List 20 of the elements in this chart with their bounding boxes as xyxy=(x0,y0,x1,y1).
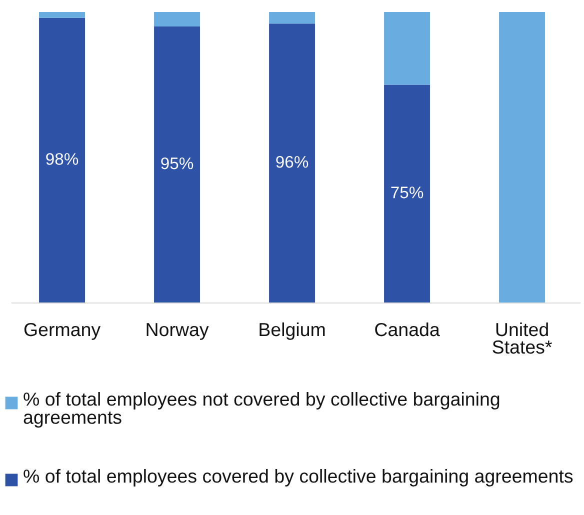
bar xyxy=(154,12,200,27)
bar xyxy=(39,12,86,18)
x-tick-label: Germany xyxy=(24,322,101,340)
x-tick-label: Canada xyxy=(375,322,440,336)
data-label: 95% xyxy=(161,157,194,170)
data-label: 96% xyxy=(276,156,308,168)
bar xyxy=(499,12,546,303)
bar xyxy=(269,24,316,303)
bar xyxy=(269,12,316,24)
x-tick-label: United States* xyxy=(492,322,552,354)
x-tick-label: Norway xyxy=(146,323,209,340)
data-label: 98% xyxy=(46,153,78,165)
data-label: 75% xyxy=(391,186,424,198)
x-tick-label: Belgium xyxy=(260,322,325,340)
legend-label: % of total employees covered by collective bargaining agreements xyxy=(24,469,573,486)
legend-label: % of total employees not covered by collective bargaining agreements xyxy=(24,392,500,428)
bar xyxy=(384,84,430,303)
bar xyxy=(384,12,430,85)
bar xyxy=(39,18,86,303)
bar xyxy=(154,26,200,303)
